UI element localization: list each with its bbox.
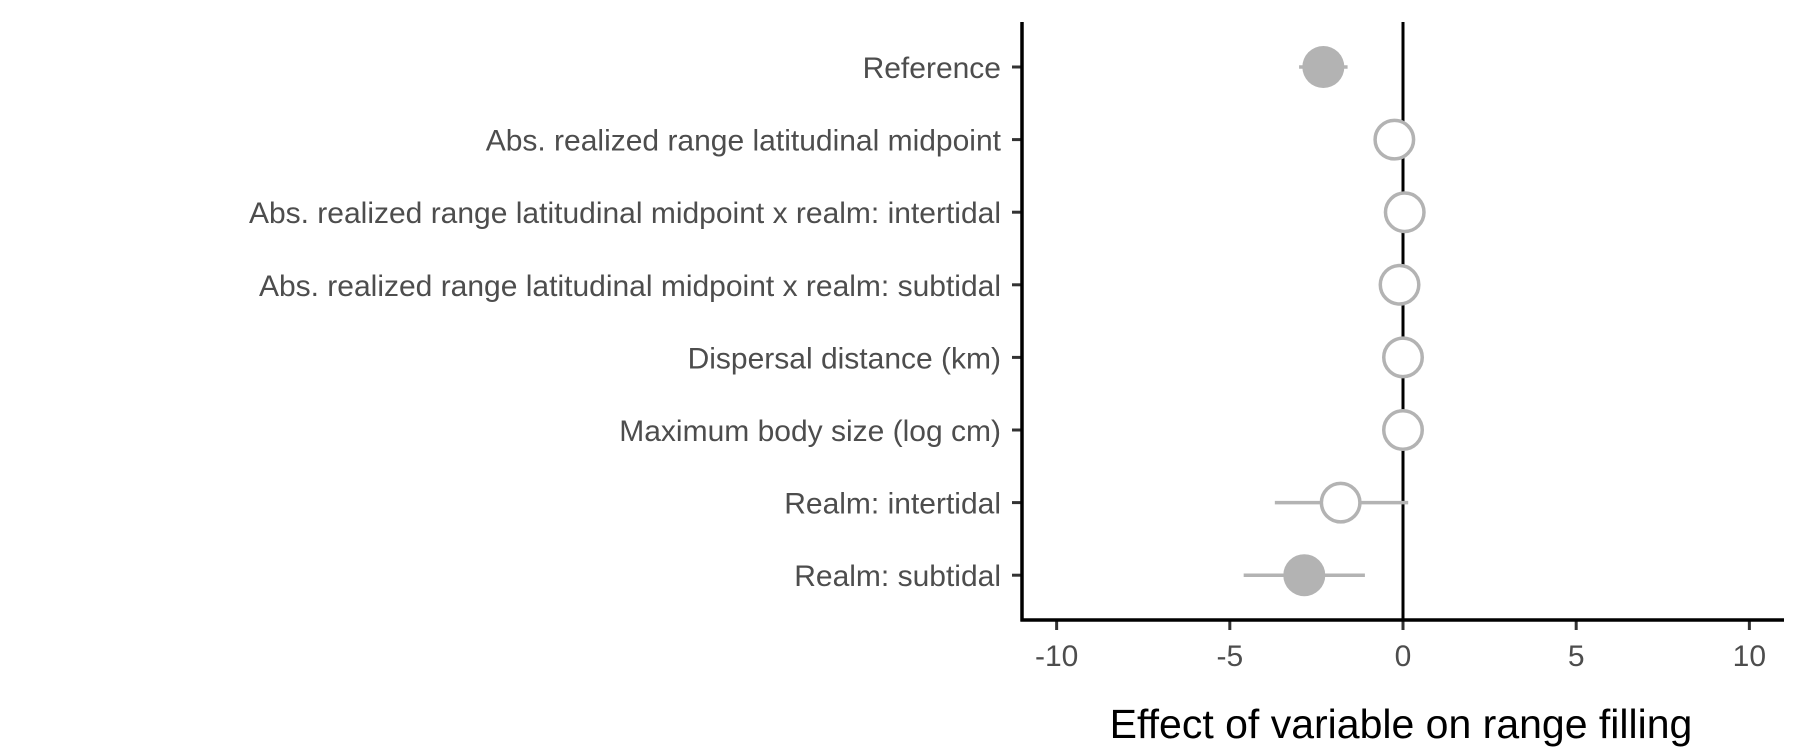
x-tick-label: 5 xyxy=(1568,640,1585,673)
estimate-point-open xyxy=(1378,263,1421,306)
x-axis-title: Effect of variable on range filling xyxy=(1110,701,1693,747)
y-tick-labels: Reference Abs. realized range latitudinal… xyxy=(249,52,1002,593)
y-tick-label: Abs. realized range latitudinal midpoint xyxy=(486,125,1002,158)
x-tick-label: 0 xyxy=(1395,640,1412,673)
estimate-point-filled xyxy=(1302,46,1345,88)
x-tick-label: -10 xyxy=(1035,640,1078,673)
data-marks xyxy=(1243,46,1426,597)
estimate-point-open xyxy=(1373,118,1416,161)
estimate-point-open xyxy=(1383,191,1426,234)
y-tick-label: Realm: subtidal xyxy=(794,560,1001,593)
y-tick-label: Maximum body size (log cm) xyxy=(619,415,1001,448)
y-tick-label: Abs. realized range latitudinal midpoint… xyxy=(249,197,1001,230)
estimate-point-filled xyxy=(1283,554,1326,597)
estimate-point-open xyxy=(1382,336,1424,379)
y-tick-label: Abs. realized range latitudinal midpoint… xyxy=(259,270,1001,303)
estimate-point-open xyxy=(1319,481,1362,524)
estimate-point-open xyxy=(1382,409,1424,451)
x-tick-label: -5 xyxy=(1216,640,1243,673)
y-tick-label: Dispersal distance (km) xyxy=(688,342,1001,375)
y-ticks xyxy=(1012,65,1022,577)
x-tick-labels: -10 -5 0 5 10 xyxy=(1035,640,1766,673)
y-tick-label: Reference xyxy=(863,52,1001,85)
x-tick-label: 10 xyxy=(1733,640,1766,673)
y-tick-label: Realm: intertidal xyxy=(784,488,1001,521)
